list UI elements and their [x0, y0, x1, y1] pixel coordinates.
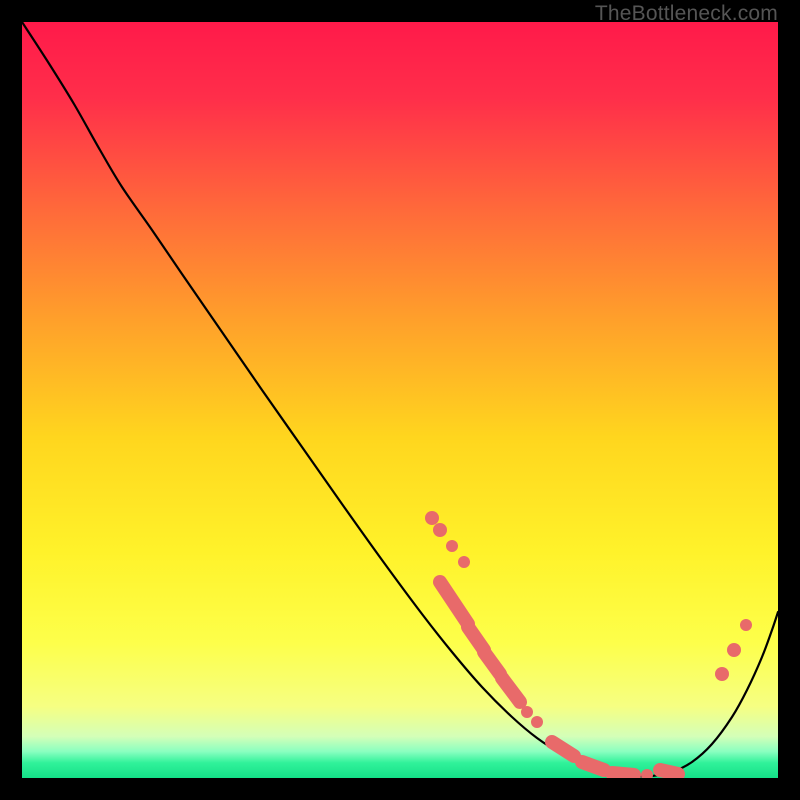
- chart-svg: [22, 22, 778, 778]
- scatter-dot: [715, 667, 729, 681]
- scatter-dot: [740, 619, 752, 631]
- scatter-pill: [612, 773, 634, 775]
- scatter-pill: [582, 762, 604, 770]
- scatter-pill: [660, 770, 678, 774]
- chart-plot-area: [22, 22, 778, 778]
- scatter-dot: [727, 643, 741, 657]
- scatter-dot: [433, 523, 447, 537]
- scatter-dot: [425, 511, 439, 525]
- scatter-dot: [531, 716, 543, 728]
- gradient-background: [22, 22, 778, 778]
- scatter-dot: [521, 706, 533, 718]
- scatter-dot: [458, 556, 470, 568]
- scatter-dot: [446, 540, 458, 552]
